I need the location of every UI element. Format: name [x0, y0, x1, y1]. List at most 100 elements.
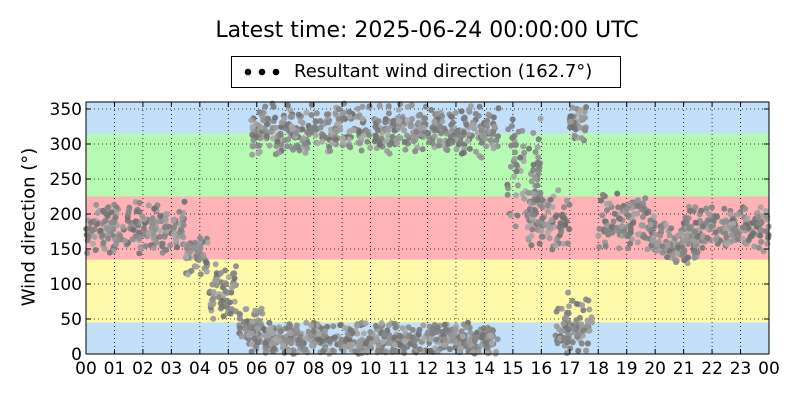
data-point: [490, 145, 497, 152]
data-point: [585, 297, 592, 304]
data-point: [614, 190, 621, 197]
data-point: [367, 329, 374, 335]
data-point: [394, 140, 401, 147]
data-point: [448, 332, 455, 339]
data-point: [724, 241, 731, 248]
data-point: [207, 301, 214, 308]
data-point: [88, 228, 95, 235]
data-point: [539, 204, 546, 211]
x-tick-label: 12: [417, 359, 439, 379]
data-point: [401, 139, 408, 145]
data-point: [524, 224, 531, 231]
data-point: [293, 322, 300, 329]
data-point: [358, 350, 365, 357]
data-point: [273, 143, 280, 150]
data-point: [464, 137, 471, 144]
data-point: [332, 136, 339, 143]
data-point: [666, 232, 673, 239]
data-point: [511, 155, 518, 162]
data-point: [137, 244, 144, 251]
data-point: [367, 144, 374, 151]
data-point: [569, 124, 576, 131]
data-point: [336, 122, 343, 129]
data-point: [449, 119, 456, 126]
data-point: [452, 344, 459, 351]
data-point: [183, 253, 190, 260]
data-point: [262, 103, 269, 110]
data-point: [292, 130, 299, 137]
data-point: [444, 327, 451, 334]
data-point: [634, 239, 641, 246]
data-point: [356, 129, 362, 136]
data-point: [722, 230, 729, 237]
data-point: [433, 110, 440, 117]
data-point: [190, 244, 197, 251]
data-point: [465, 319, 471, 326]
data-point: [578, 321, 585, 328]
data-point: [223, 281, 230, 288]
data-point: [512, 149, 518, 156]
data-point: [563, 197, 570, 204]
data-point: [378, 320, 385, 326]
data-point: [90, 240, 96, 247]
data-point: [458, 328, 465, 335]
data-point: [508, 142, 515, 149]
data-point: [264, 115, 271, 122]
data-point: [436, 137, 443, 144]
data-point: [236, 310, 243, 317]
data-point: [539, 215, 546, 222]
data-point: [708, 204, 715, 211]
data-point: [458, 108, 465, 115]
data-point: [458, 345, 465, 352]
data-point: [536, 161, 542, 168]
data-point: [741, 224, 747, 231]
data-point: [386, 322, 392, 329]
legend-label: Resultant wind direction (162.7°): [294, 61, 593, 82]
data-point: [463, 324, 470, 331]
data-point: [558, 212, 565, 219]
data-point: [567, 118, 574, 125]
data-point: [290, 347, 297, 354]
data-point: [389, 133, 396, 140]
data-point: [625, 233, 632, 239]
data-point: [87, 219, 94, 226]
data-point: [337, 339, 344, 346]
data-point: [213, 270, 220, 277]
data-point: [728, 232, 735, 239]
data-point: [569, 297, 576, 304]
data-point: [579, 302, 586, 309]
data-point: [530, 161, 537, 168]
data-point: [231, 270, 238, 277]
data-point: [262, 345, 269, 351]
data-point: [513, 161, 520, 168]
data-point: [301, 141, 308, 147]
data-point: [525, 190, 532, 196]
data-point: [231, 275, 238, 282]
data-point: [535, 154, 542, 161]
data-point: [564, 335, 571, 342]
data-point: [415, 112, 422, 119]
data-point: [399, 325, 406, 332]
data-point: [515, 182, 521, 189]
data-point: [395, 125, 402, 132]
data-point: [262, 340, 269, 347]
data-point: [712, 236, 719, 243]
data-point: [514, 212, 521, 219]
data-point: [210, 315, 217, 322]
data-point: [136, 200, 143, 206]
data-point: [531, 207, 538, 213]
data-point: [154, 218, 161, 225]
data-point: [434, 348, 441, 355]
x-tick-label: 03: [161, 359, 183, 379]
data-point: [616, 245, 623, 252]
data-point: [540, 233, 546, 240]
data-point: [266, 319, 273, 326]
data-point: [571, 132, 578, 139]
data-point: [608, 224, 615, 231]
data-point: [760, 248, 767, 255]
data-point: [686, 225, 693, 232]
data-point: [635, 203, 641, 210]
data-point: [382, 116, 389, 123]
data-point: [193, 263, 200, 270]
